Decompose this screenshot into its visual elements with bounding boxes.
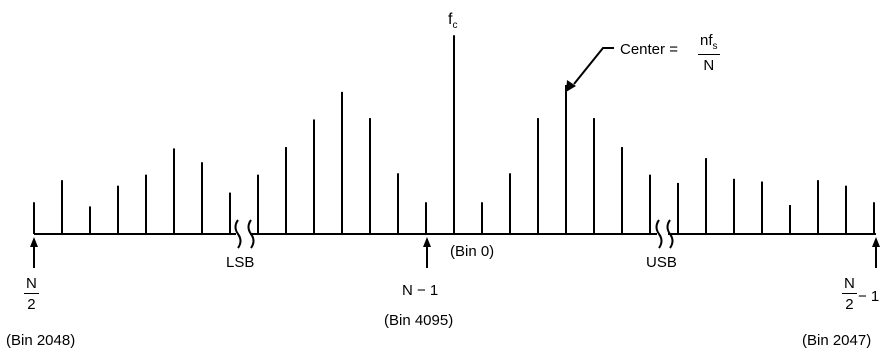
- fc-base: f: [448, 11, 453, 28]
- lsb-label: LSB: [226, 254, 255, 271]
- bin2048-label: (Bin 2048): [6, 332, 76, 349]
- usb-break-mark: [655, 219, 663, 249]
- center-num-base: nf: [700, 32, 713, 49]
- center-callout-leader: [573, 47, 614, 85]
- bin4095-label: (Bin 4095): [384, 312, 454, 329]
- left-marker-arrowhead: [30, 237, 38, 247]
- center-prefix: Center =: [620, 41, 678, 58]
- center-formula-fraction: nfs N: [698, 33, 720, 73]
- usb-label: USB: [646, 254, 677, 271]
- usb-break-mark-2: [666, 219, 674, 249]
- lsb-break-mark-2: [247, 219, 255, 249]
- carrier-frequency-label: fc: [448, 12, 457, 31]
- lsb-break-mark: [234, 219, 242, 249]
- center-callout-arrowhead: [566, 80, 576, 92]
- center-formula-label: Center =: [620, 42, 678, 57]
- left-fraction-n-over-2: N 2: [24, 276, 39, 312]
- right-minus-1-label: − 1: [858, 288, 880, 305]
- right-fraction-n-over-2: N 2: [842, 276, 857, 312]
- center-formula-denominator: N: [703, 57, 715, 74]
- center-formula-numerator: nfs: [698, 33, 720, 55]
- bin0-label: (Bin 0): [450, 243, 495, 260]
- n-minus-1-arrowhead: [423, 237, 431, 247]
- right-marker-arrowhead: [872, 237, 880, 247]
- left-fraction-numerator: N: [24, 275, 39, 294]
- right-fraction-numerator: N: [842, 275, 857, 294]
- n-minus-1-label: N − 1: [402, 282, 439, 299]
- right-fraction-denominator: 2: [845, 296, 854, 313]
- fc-subscript: c: [452, 20, 458, 32]
- bin2047-label: (Bin 2047): [802, 332, 872, 349]
- center-num-sub: s: [712, 41, 718, 52]
- left-fraction-denominator: 2: [27, 296, 36, 313]
